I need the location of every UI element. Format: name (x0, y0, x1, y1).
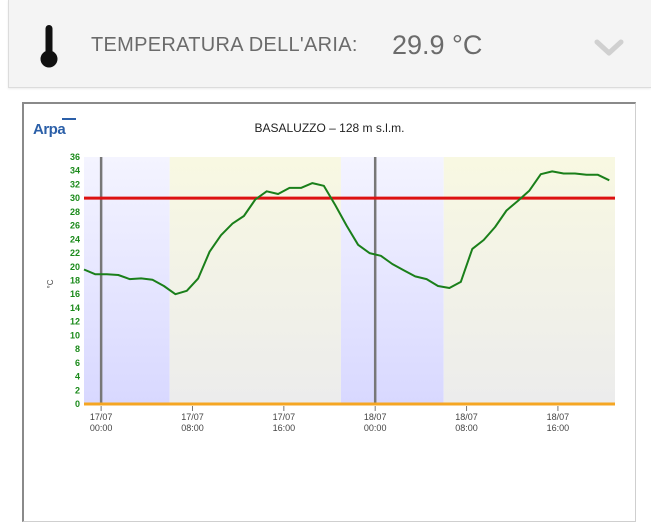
x-tick-time: 00:00 (364, 423, 387, 433)
band-day-3 (443, 157, 615, 404)
y-tick-label: 32 (70, 179, 80, 189)
y-tick-label: 36 (70, 152, 80, 162)
sensor-label: TEMPERATURA DELL'ARIA: (91, 34, 358, 56)
x-tick-date: 17/07 (273, 412, 296, 422)
x-tick-time: 16:00 (547, 423, 570, 433)
arpa-logo-text: Arpa (33, 121, 66, 138)
y-tick-label: 20 (70, 262, 80, 272)
thermometer-icon (40, 25, 58, 68)
y-tick-label: 2 (75, 385, 80, 395)
x-tick-date: 18/07 (455, 412, 478, 422)
sensor-header[interactable]: TEMPERATURA DELL'ARIA: 29.9 °C (8, 0, 651, 88)
x-tick-date: 17/07 (181, 412, 204, 422)
x-tick-date: 18/07 (547, 412, 570, 422)
y-tick-label: 16 (70, 289, 80, 299)
sensor-value: 29.9 °C (392, 30, 483, 60)
y-tick-label: 12 (70, 317, 80, 327)
x-tick-date: 17/07 (90, 412, 113, 422)
y-tick-label: 8 (75, 344, 80, 354)
series-line-0 (83, 170, 610, 296)
x-tick-date: 18/07 (364, 412, 387, 422)
y-tick-label: 28 (70, 207, 80, 217)
arpa-logo: Arpa (33, 118, 76, 138)
chevron-down-icon[interactable] (594, 38, 624, 58)
temperature-chart: 024681012141618202224262830323436°C17/07… (46, 152, 615, 433)
chart-title: BASALUZZO – 128 m s.l.m. (254, 121, 405, 135)
band-night-0 (84, 157, 170, 404)
y-tick-label: 18 (70, 276, 80, 286)
y-tick-label: 4 (75, 372, 80, 382)
y-tick-label: 22 (70, 248, 80, 258)
y-tick-label: 0 (75, 399, 80, 409)
y-tick-label: 30 (70, 193, 80, 203)
y-tick-label: 6 (75, 358, 80, 368)
y-tick-label: 14 (70, 303, 80, 313)
x-tick-time: 08:00 (455, 423, 478, 433)
x-tick-time: 08:00 (181, 423, 204, 433)
y-tick-label: 24 (70, 234, 80, 244)
y-axis-unit: °C (46, 279, 55, 288)
x-tick-time: 16:00 (273, 423, 296, 433)
y-tick-label: 26 (70, 221, 80, 231)
y-tick-label: 10 (70, 330, 80, 340)
y-tick-label: 34 (70, 166, 80, 176)
x-tick-time: 00:00 (90, 423, 113, 433)
chart-panel: Arpa BASALUZZO – 128 m s.l.m. 0 2 4 6 8 10 12 1… (22, 102, 636, 522)
